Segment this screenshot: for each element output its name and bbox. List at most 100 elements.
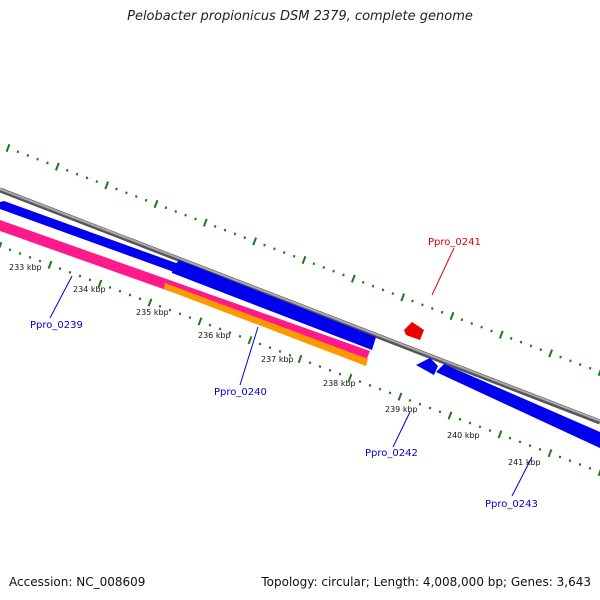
scale-tick xyxy=(480,325,483,329)
scale-tick xyxy=(233,232,237,236)
gene-arrow-forward-4[interactable] xyxy=(436,364,600,448)
scale-tick xyxy=(16,150,20,154)
scale-tick xyxy=(408,398,412,402)
gene-arrow-forward-1[interactable] xyxy=(0,201,176,272)
scale-tick xyxy=(548,349,554,358)
scale-tick xyxy=(397,392,403,401)
scale-tick xyxy=(194,217,197,221)
scale-tick xyxy=(508,436,512,440)
scale-tick xyxy=(418,402,422,406)
scale-tick xyxy=(518,440,522,444)
scale-tick xyxy=(184,213,187,217)
genome-summary-text: Topology: circular; Length: 4,008,000 bp… xyxy=(261,575,591,589)
scale-tick xyxy=(278,349,282,353)
scale-tick xyxy=(568,459,572,463)
scale-tick xyxy=(144,198,148,202)
scale-tick xyxy=(228,331,232,335)
scale-tick xyxy=(597,469,600,477)
gene-label-g0239[interactable]: Ppro_0239 xyxy=(30,320,83,331)
scale-tick xyxy=(588,366,592,370)
scale-tick xyxy=(288,353,292,357)
scale-tick xyxy=(322,265,326,269)
scale-tick xyxy=(158,304,162,308)
kbp-label: 235 kbp xyxy=(136,308,169,317)
scale-tick xyxy=(58,267,62,271)
scale-tick xyxy=(118,289,122,293)
scale-tick xyxy=(26,153,30,157)
scale-tick xyxy=(358,380,362,384)
scale-tick xyxy=(78,274,82,278)
gene-label-g0242[interactable]: Ppro_0242 xyxy=(365,448,418,459)
scale-tick xyxy=(18,252,22,256)
gene-label-g0240[interactable]: Ppro_0240 xyxy=(214,387,267,398)
scale-tick xyxy=(368,383,372,387)
scale-tick xyxy=(125,191,128,195)
gene-label-g0243[interactable]: Ppro_0243 xyxy=(485,499,538,510)
scale-tick xyxy=(449,311,455,321)
scale-tick xyxy=(347,373,353,382)
inner-tick-track xyxy=(0,241,600,477)
gene-arrow-forward-2[interactable] xyxy=(172,260,376,350)
scale-tick xyxy=(328,368,332,372)
scale-tick xyxy=(447,411,453,420)
scale-tick xyxy=(440,310,444,314)
scale-tick xyxy=(421,303,424,307)
scale-tick xyxy=(588,466,592,470)
scale-tick xyxy=(218,327,222,331)
scale-tick xyxy=(268,346,272,350)
scale-tick xyxy=(0,241,3,249)
scale-tick xyxy=(128,293,132,297)
scale-tick xyxy=(350,274,356,283)
scale-tick xyxy=(371,284,375,288)
scale-tick xyxy=(188,316,192,320)
scale-tick xyxy=(519,340,523,344)
scale-tick xyxy=(75,172,79,176)
kbp-label: 234 kbp xyxy=(73,285,106,294)
scale-tick xyxy=(104,181,110,190)
scale-tick xyxy=(252,237,258,246)
scale-tick xyxy=(28,255,32,259)
scale-tick xyxy=(273,247,276,251)
scale-tick xyxy=(95,180,99,184)
leader-line-g0239 xyxy=(49,275,73,319)
scale-tick xyxy=(85,176,89,180)
gene-arrow-reverse[interactable] xyxy=(404,322,424,340)
scale-tick xyxy=(5,143,11,153)
kbp-label: 238 kbp xyxy=(323,379,356,388)
scale-tick xyxy=(174,209,178,213)
scale-tick xyxy=(528,444,532,448)
scale-tick xyxy=(578,462,582,466)
scale-tick xyxy=(558,455,562,459)
scale-tick xyxy=(388,391,392,395)
orange-feature[interactable] xyxy=(164,283,368,366)
outer-tick-track xyxy=(5,143,600,377)
scale-tick xyxy=(470,321,474,325)
scale-tick xyxy=(263,243,266,247)
kbp-label: 240 kbp xyxy=(447,431,480,440)
scale-tick xyxy=(297,354,303,364)
scale-tick xyxy=(213,224,217,228)
scale-tick xyxy=(164,206,168,210)
scale-tick xyxy=(47,260,53,269)
scale-tick xyxy=(65,168,69,172)
scale-tick xyxy=(168,308,172,312)
scale-tick xyxy=(332,269,335,273)
gene-arrow-forward-3[interactable] xyxy=(416,358,438,375)
scale-tick xyxy=(458,417,462,421)
scale-tick xyxy=(498,330,504,339)
scale-tick xyxy=(488,429,492,433)
scale-tick xyxy=(378,387,382,391)
scale-tick xyxy=(147,298,153,307)
gene-label-g0241[interactable]: Ppro_0241 xyxy=(428,237,481,248)
scale-tick xyxy=(391,292,395,296)
scale-tick xyxy=(547,449,553,458)
scale-tick xyxy=(153,199,159,209)
scale-tick xyxy=(468,421,472,425)
leader-line-g0241 xyxy=(431,247,455,296)
page-title: Pelobacter propionicus DSM 2379, complet… xyxy=(127,9,473,24)
scale-tick xyxy=(223,228,227,232)
scale-tick xyxy=(108,285,112,289)
scale-tick xyxy=(428,406,432,410)
kbp-label: 233 kbp xyxy=(9,263,42,272)
